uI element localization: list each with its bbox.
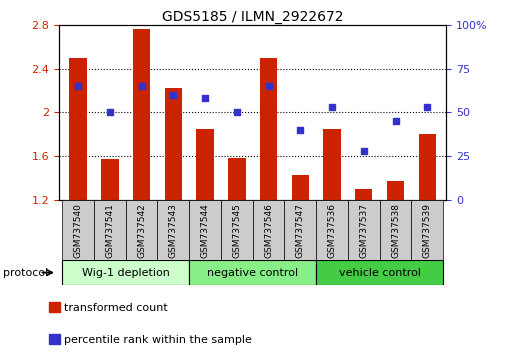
Bar [380,200,411,260]
Bar [69,58,87,200]
Text: protocol: protocol [3,268,48,278]
Point [233,110,241,115]
Bar [316,260,443,285]
Text: Wig-1 depletion: Wig-1 depletion [82,268,170,278]
Bar [355,189,372,200]
Text: GSM737547: GSM737547 [296,203,305,258]
Point [296,127,304,133]
Text: GSM737540: GSM737540 [73,203,83,258]
Bar [126,200,157,260]
Text: vehicle control: vehicle control [339,268,421,278]
Bar [196,129,214,200]
Text: transformed count: transformed count [64,303,168,313]
Point [169,92,177,98]
Bar [165,88,182,200]
Bar [419,134,436,200]
Point [328,104,336,110]
Text: GSM737543: GSM737543 [169,203,178,258]
Point [360,148,368,154]
Text: GSM737536: GSM737536 [327,203,337,258]
Bar [323,129,341,200]
Point [137,83,146,89]
Text: GSM737541: GSM737541 [105,203,114,258]
Point [201,96,209,101]
Text: GSM737537: GSM737537 [359,203,368,258]
Bar [157,200,189,260]
Text: GSM737542: GSM737542 [137,203,146,258]
Bar [189,260,316,285]
Bar [94,200,126,260]
Bar [133,29,150,200]
Bar [62,260,189,285]
Bar [411,200,443,260]
Point [106,110,114,115]
Text: percentile rank within the sample: percentile rank within the sample [64,335,252,345]
Point [423,104,431,110]
Bar [228,158,246,200]
Bar [387,181,404,200]
Bar [253,200,284,260]
Bar [316,200,348,260]
Point [391,118,400,124]
Text: GSM737546: GSM737546 [264,203,273,258]
Text: negative control: negative control [207,268,298,278]
Point [264,83,272,89]
Bar [348,200,380,260]
Bar [284,200,316,260]
Bar [189,200,221,260]
Point [74,83,82,89]
Text: GSM737539: GSM737539 [423,203,432,258]
Bar [291,175,309,200]
Bar [260,58,277,200]
Title: GDS5185 / ILMN_2922672: GDS5185 / ILMN_2922672 [162,10,343,24]
Bar [221,200,253,260]
Text: GSM737544: GSM737544 [201,203,209,258]
Bar [62,200,94,260]
Text: GSM737545: GSM737545 [232,203,241,258]
Bar [101,160,119,200]
Text: GSM737538: GSM737538 [391,203,400,258]
